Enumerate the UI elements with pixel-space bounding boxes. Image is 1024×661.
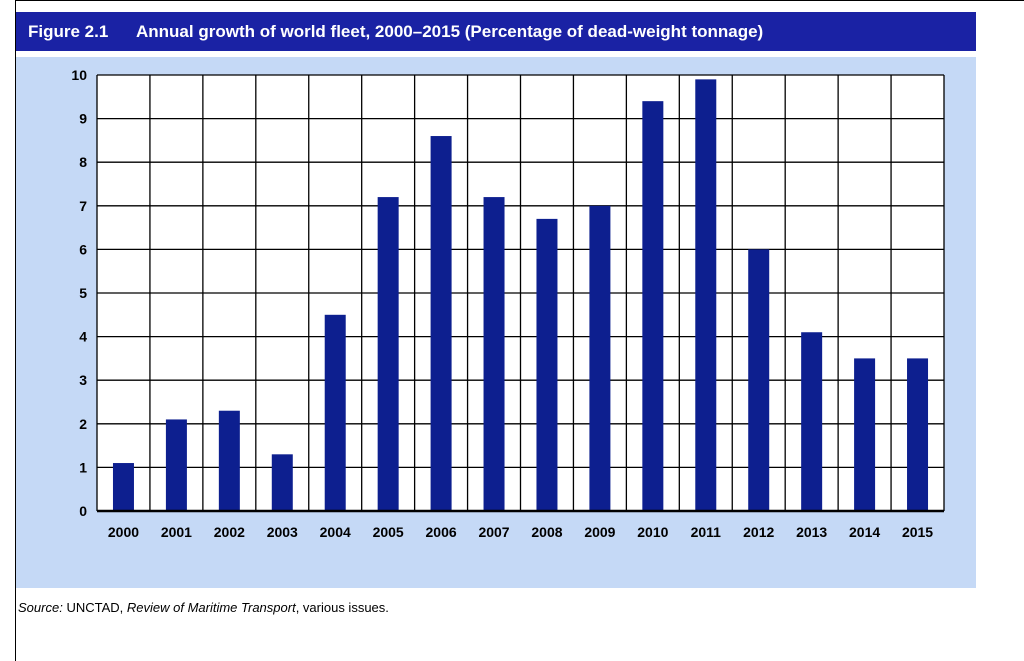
chart-title: Annual growth of world fleet, 2000–2015 … bbox=[136, 22, 764, 41]
figure-label: Figure 2.1 bbox=[28, 22, 109, 41]
y-tick-label-10: 10 bbox=[71, 67, 87, 83]
frame-left-border bbox=[15, 0, 16, 661]
bar-2001 bbox=[165, 419, 187, 511]
frame-top-border bbox=[15, 0, 1024, 1]
bar-2004 bbox=[324, 314, 346, 511]
x-tick-label-2000: 2000 bbox=[108, 524, 139, 540]
bar-2007 bbox=[483, 197, 505, 511]
x-tick-label-2002: 2002 bbox=[214, 524, 245, 540]
y-tick-label-9: 9 bbox=[79, 111, 87, 127]
x-tick-label-2001: 2001 bbox=[161, 524, 192, 540]
source-note: Source: UNCTAD, Review of Maritime Trans… bbox=[18, 600, 389, 615]
bar-2008 bbox=[536, 218, 558, 511]
bar-2014 bbox=[854, 358, 876, 511]
source-label: Source: bbox=[18, 600, 63, 615]
x-tick-label-2004: 2004 bbox=[320, 524, 351, 540]
x-tick-label-2011: 2011 bbox=[691, 524, 722, 540]
bar-2009 bbox=[589, 205, 611, 512]
x-tick-label-2008: 2008 bbox=[531, 524, 562, 540]
bar-2015 bbox=[907, 358, 929, 511]
bar-2013 bbox=[801, 332, 823, 511]
x-tick-label-2014: 2014 bbox=[849, 524, 880, 540]
source-publication: Review of Maritime Transport bbox=[126, 600, 296, 615]
bar-2012 bbox=[748, 249, 770, 511]
bar-2003 bbox=[271, 454, 293, 511]
x-tick-label-2015: 2015 bbox=[902, 524, 933, 540]
y-tick-label-1: 1 bbox=[79, 459, 87, 475]
x-tick-label-2010: 2010 bbox=[637, 524, 668, 540]
x-tick-label-2012: 2012 bbox=[743, 524, 774, 540]
x-tick-label-2003: 2003 bbox=[267, 524, 298, 540]
x-tick-label-2006: 2006 bbox=[426, 524, 457, 540]
y-tick-label-0: 0 bbox=[79, 503, 87, 519]
figure-header: Figure 2.1 Annual growth of world fleet,… bbox=[16, 12, 976, 51]
y-tick-label-7: 7 bbox=[79, 198, 87, 214]
bar-2006 bbox=[430, 136, 452, 512]
y-tick-label-4: 4 bbox=[79, 329, 87, 345]
bar-2011 bbox=[695, 79, 717, 512]
source-rest: , various issues. bbox=[295, 600, 389, 615]
y-tick-label-5: 5 bbox=[79, 285, 87, 301]
x-tick-label-2009: 2009 bbox=[584, 524, 615, 540]
y-tick-label-6: 6 bbox=[79, 241, 87, 257]
y-tick-label-3: 3 bbox=[79, 372, 87, 388]
x-tick-label-2013: 2013 bbox=[796, 524, 827, 540]
source-org: UNCTAD, bbox=[66, 600, 124, 615]
bar-2005 bbox=[377, 197, 399, 511]
bar-2010 bbox=[642, 101, 664, 511]
x-tick-label-2005: 2005 bbox=[373, 524, 404, 540]
y-tick-label-2: 2 bbox=[79, 416, 87, 432]
bar-2002 bbox=[218, 410, 240, 511]
y-tick-label-8: 8 bbox=[79, 154, 87, 170]
bar-2000 bbox=[112, 463, 134, 511]
x-tick-label-2007: 2007 bbox=[478, 524, 509, 540]
